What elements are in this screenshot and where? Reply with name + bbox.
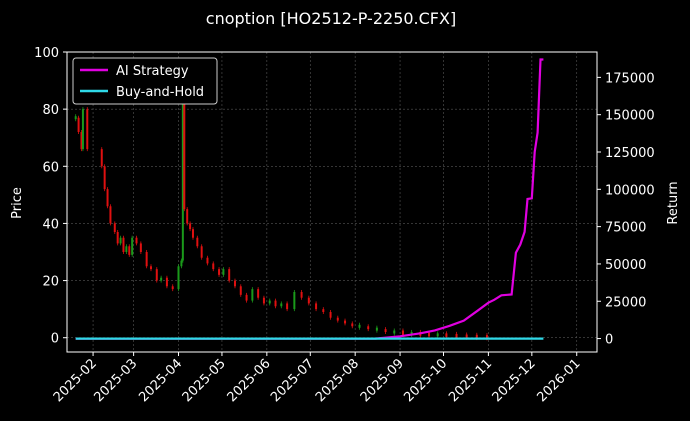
candle	[100, 149, 103, 167]
candle	[436, 333, 439, 337]
candle	[280, 303, 283, 307]
return-lines	[75, 58, 544, 340]
candle	[186, 209, 189, 224]
y-left-tick-label: 0	[51, 332, 59, 347]
candle	[81, 109, 84, 150]
candle	[189, 223, 192, 230]
candle	[315, 303, 318, 310]
candle	[86, 109, 89, 150]
candle	[196, 237, 199, 247]
candle	[465, 334, 468, 338]
candle	[358, 324, 361, 328]
candle	[351, 323, 354, 327]
candle	[165, 277, 168, 287]
candle	[149, 266, 152, 270]
candle	[257, 289, 260, 298]
y-right-tick-label: 25000	[605, 295, 646, 310]
plot-frame	[66, 51, 598, 353]
candle	[155, 269, 158, 281]
candle	[128, 246, 131, 255]
y-right-tick-label: 0	[605, 333, 613, 348]
candle	[131, 237, 134, 255]
y-right-tick-label: 100000	[605, 183, 655, 198]
candle	[228, 269, 231, 281]
candle	[233, 280, 236, 287]
candle	[336, 317, 339, 321]
candle	[181, 80, 184, 261]
candle	[77, 117, 80, 132]
candle	[122, 237, 125, 252]
candle	[74, 116, 77, 120]
candle	[109, 206, 112, 224]
y-right-label: Return	[666, 181, 681, 224]
y-left-label: Price	[10, 187, 25, 219]
candle	[344, 320, 347, 324]
y-left-tick-label: 40	[42, 217, 59, 232]
candle	[455, 333, 458, 338]
candle	[222, 269, 225, 275]
y-right-tick-label: 125000	[605, 146, 655, 161]
candle	[171, 286, 174, 290]
candle	[293, 292, 296, 310]
candle	[191, 229, 194, 238]
candle	[401, 330, 404, 335]
y-left-tick-label: 80	[42, 103, 59, 118]
candle	[445, 333, 448, 337]
candle	[485, 335, 488, 339]
candle	[125, 246, 128, 252]
legend: AI Strategy Buy-and-Hold	[72, 57, 218, 105]
candle	[329, 312, 332, 318]
candle	[183, 80, 186, 210]
candle	[212, 263, 215, 270]
candle	[200, 246, 203, 258]
candle	[245, 294, 248, 301]
candle	[410, 331, 413, 335]
legend-label-ai-strategy: AI Strategy	[116, 64, 189, 79]
legend-box	[72, 57, 218, 105]
legend-label-buy-and-hold: Buy-and-Hold	[116, 85, 204, 100]
y-right-tick-label: 175000	[605, 71, 655, 86]
y-left-tick-label: 100	[34, 46, 59, 61]
y-right-tick-label: 75000	[605, 221, 646, 236]
candle	[475, 334, 478, 339]
candle	[274, 300, 277, 307]
price-candles	[74, 78, 488, 341]
y-right-tick-label: 50000	[605, 258, 646, 273]
candle	[384, 329, 387, 332]
candle	[113, 223, 116, 232]
y-left-tick-label: 20	[42, 275, 59, 290]
candle	[206, 257, 209, 264]
candle	[375, 327, 378, 331]
candle	[103, 166, 106, 190]
candle	[251, 289, 254, 301]
candle	[116, 232, 119, 244]
candle	[177, 266, 180, 290]
y-left-tick-label: 60	[42, 160, 59, 175]
candle	[239, 286, 242, 295]
candle	[145, 252, 148, 267]
candle	[262, 297, 265, 304]
candle	[393, 330, 396, 334]
candle	[307, 297, 310, 304]
candle	[218, 269, 221, 275]
candle	[300, 292, 303, 298]
candle	[139, 243, 142, 252]
candle	[160, 277, 163, 281]
candle	[106, 189, 109, 207]
candle	[119, 237, 122, 244]
candle	[367, 326, 370, 330]
candle	[322, 309, 325, 312]
chart-title: cnoption [HO2512-P-2250.CFX]	[206, 9, 456, 28]
candle	[268, 300, 271, 304]
candle	[180, 260, 183, 267]
candle	[80, 132, 83, 150]
y-right-tick-label: 150000	[605, 109, 655, 124]
candle	[135, 237, 138, 244]
candle	[428, 332, 431, 337]
candle	[286, 303, 289, 310]
series-line-ai-strategy	[75, 58, 544, 340]
